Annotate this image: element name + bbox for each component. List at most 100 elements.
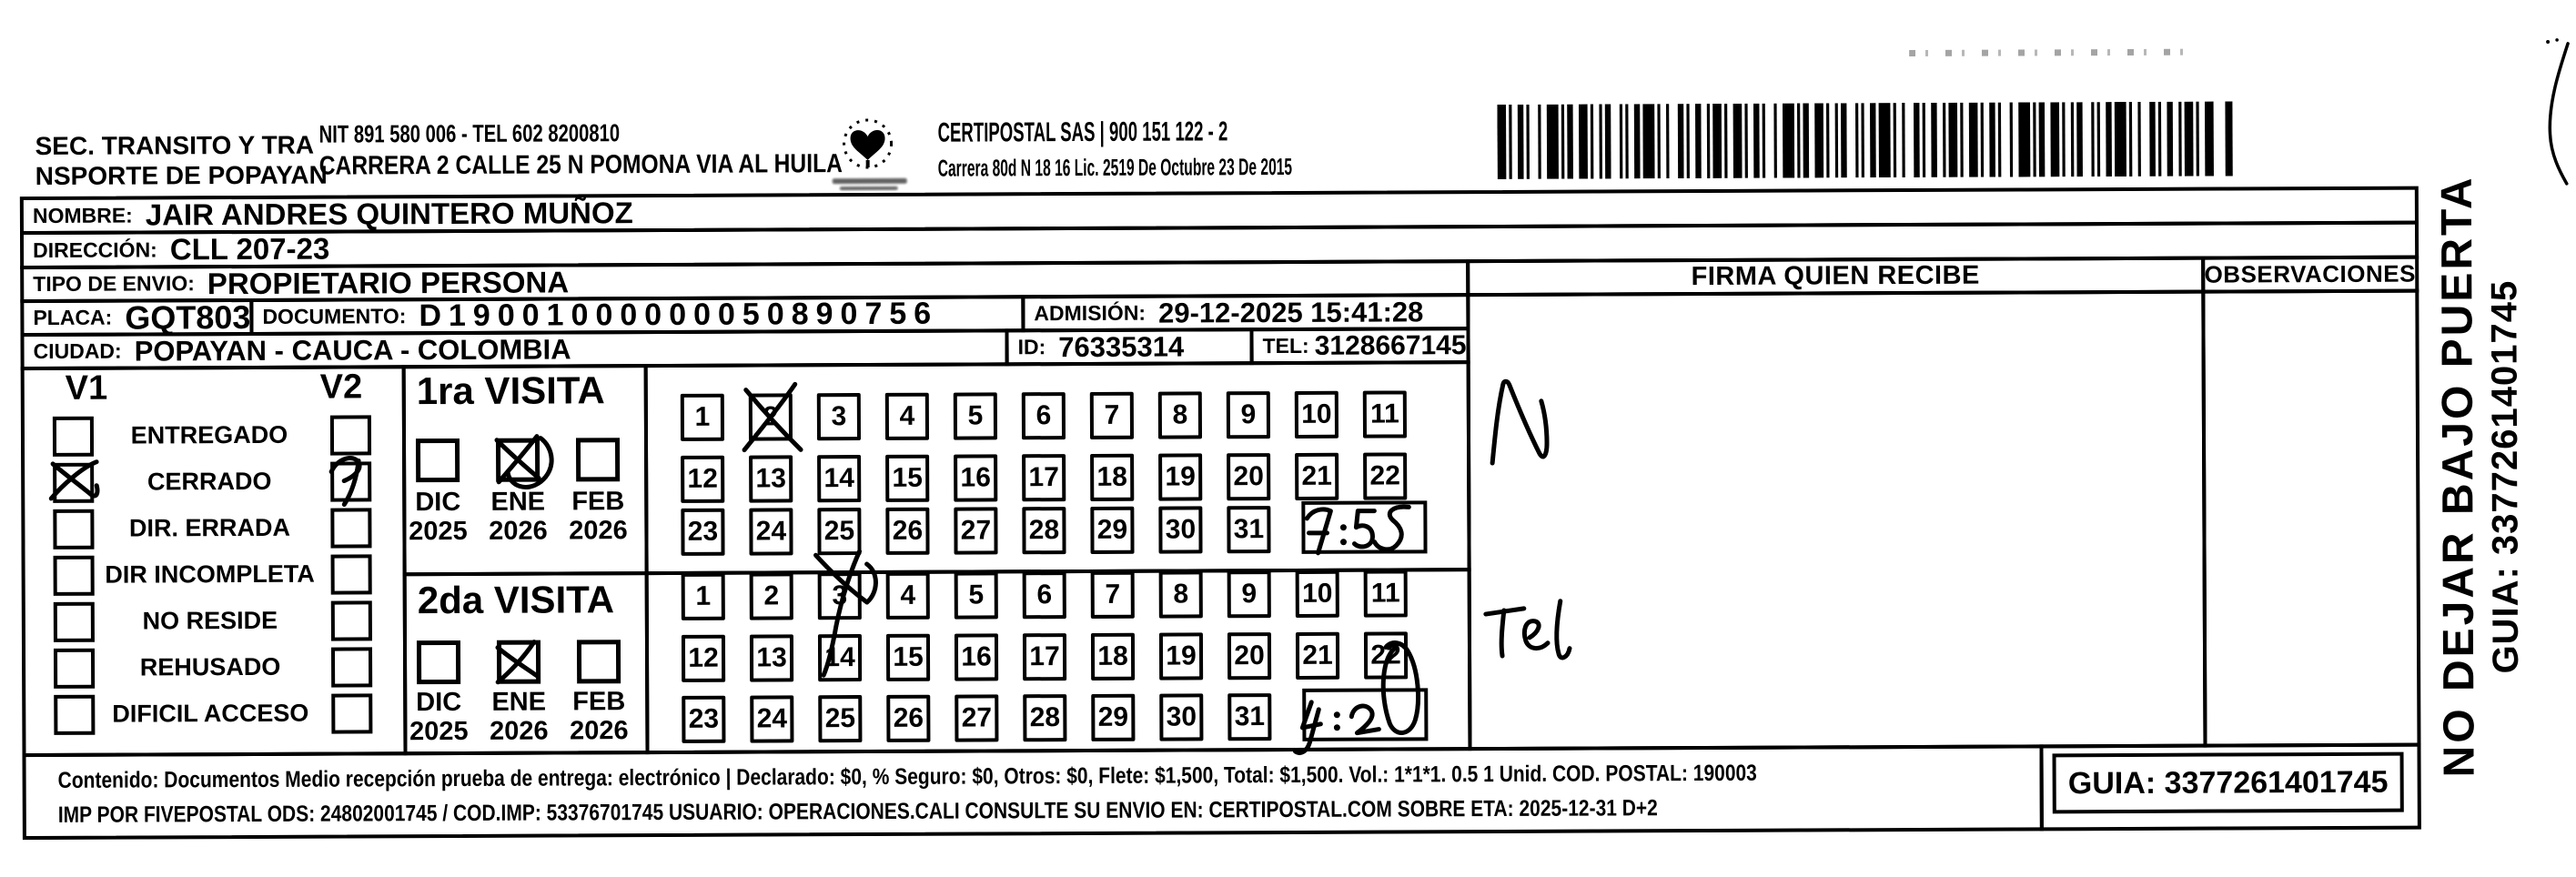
day-second-5: 5 — [954, 571, 998, 620]
first-visit-month-dic-label: DIC — [415, 487, 461, 518]
day-first-15: 15 — [885, 454, 930, 502]
status-option-label: ENTREGADO — [130, 420, 288, 449]
second-visit-month-ene-label: ENE — [491, 687, 547, 717]
day-first-25: 25 — [817, 508, 862, 556]
day-second-15: 15 — [885, 633, 931, 681]
day-first-18: 18 — [1090, 453, 1135, 501]
v1-checkbox-dir-errada — [53, 509, 95, 549]
v2-checkbox-entregado — [329, 415, 372, 456]
day-second-6: 6 — [1022, 571, 1066, 620]
day-second-12: 12 — [681, 634, 726, 682]
sender-entity-line1: SEC. TRANSITO Y TRA — [35, 130, 315, 161]
day-first-16: 16 — [954, 454, 998, 502]
direccion-value: CLL 207-23 — [169, 231, 330, 267]
placa-value: GQT803 — [125, 297, 251, 337]
v1-checkbox-dificil-acceso — [54, 694, 96, 735]
day-second-2: 2 — [749, 572, 793, 620]
day-second-13: 13 — [749, 634, 794, 682]
first-visit-time-box — [1301, 500, 1428, 554]
tipo-envio-value: PROPIETARIO PERSONA — [207, 264, 570, 300]
day-second-3: 3 — [817, 572, 862, 620]
placa-label: PLACA: — [33, 305, 113, 330]
first-visit-title: 1ra VISITA — [416, 368, 605, 413]
sender-entity-block: SEC. TRANSITO Y TRA NSPORTE DE POPAYAN — [35, 130, 328, 191]
sender-address-line: CARRERA 2 CALLE 25 N POMONA VIA AL HUILA — [318, 149, 843, 181]
status-checkbox-rows — [0, 0, 2574, 5]
day-first-29: 29 — [1090, 506, 1135, 554]
v2-checkbox-rehusado — [330, 647, 373, 688]
status-option-label: REHUSADO — [139, 652, 281, 681]
second-visit-checkbox-dic — [416, 640, 461, 685]
first-visit-month-feb-label: FEB — [571, 487, 625, 517]
day-second-16: 16 — [954, 633, 999, 681]
second-visit-year-feb-label: 2026 — [570, 716, 629, 746]
day-first-24: 24 — [749, 508, 793, 556]
v2-checkbox-dir-incompleta — [330, 554, 372, 595]
first-visit-month-ene-label: ENE — [490, 487, 546, 517]
second-visit-year-ene-label: 2026 — [490, 716, 549, 746]
company-line: CERTIPOSTAL SAS | 900 151 122 - 2 — [937, 116, 1228, 148]
logo-caption-smudge-1 — [832, 177, 907, 185]
day-first-8: 8 — [1157, 391, 1203, 439]
nombre-value: JAIR ANDRES QUINTERO MUÑOZ — [145, 196, 633, 232]
status-option-label: DIR. ERRADA — [128, 513, 290, 542]
day-second-18: 18 — [1090, 632, 1136, 680]
first-visit-checkbox-feb — [575, 438, 621, 482]
side-vertical-text: NO DEJAR BAJO PUERTA GUIA: 3377261401745 — [2432, 175, 2530, 778]
day-second-28: 28 — [1023, 694, 1067, 742]
tel-value: 3128667145 — [1314, 329, 1467, 361]
day-first-1: 1 — [680, 393, 725, 441]
documento-label: DOCUMENTO: — [262, 304, 407, 328]
nit-line: NIT 891 580 006 - TEL 602 8200810 — [318, 119, 621, 148]
day-second-22: 22 — [1363, 631, 1409, 680]
day-first-30: 30 — [1158, 506, 1203, 554]
day-cells-container — [0, 0, 2574, 5]
day-first-5: 5 — [953, 392, 998, 440]
day-second-31: 31 — [1227, 693, 1272, 741]
day-second-24: 24 — [750, 695, 794, 743]
footer-content-cell: Contenido: Documentos Medio recepción pr… — [22, 744, 2044, 841]
day-first-14: 14 — [817, 455, 862, 503]
day-first-12: 12 — [681, 455, 725, 503]
documento-value: D19001000000050890756 — [419, 296, 939, 334]
first-visit-year-dic-label: 2025 — [409, 516, 468, 547]
tipo-envio-label: TIPO DE ENVIO: — [33, 271, 195, 297]
no-dejar-bajo-puerta-label: NO DEJAR BAJO PUERTA — [2432, 175, 2484, 778]
first-visit-checkbox-dic — [415, 438, 460, 483]
barcode — [1497, 101, 2233, 179]
day-second-27: 27 — [955, 694, 999, 742]
day-second-21: 21 — [1295, 631, 1340, 680]
day-first-9: 9 — [1226, 391, 1271, 439]
day-second-20: 20 — [1227, 632, 1272, 680]
second-visit-checkbox-feb — [576, 640, 621, 684]
id-label: ID: — [1017, 335, 1046, 359]
ciudad-value: POPAYAN - CAUCA - COLOMBIA — [134, 332, 571, 368]
v2-checkbox-no-reside — [330, 600, 372, 641]
footer-imp-line: IMP POR FIVEPOSTAL ODS: 24802001745 / CO… — [57, 795, 1658, 828]
admision-value: 29-12-2025 15:41:28 — [1157, 295, 1424, 329]
day-second-7: 7 — [1090, 570, 1135, 619]
day-second-25: 25 — [818, 695, 863, 743]
day-first-7: 7 — [1089, 391, 1135, 439]
day-second-11: 11 — [1363, 570, 1408, 618]
day-first-19: 19 — [1158, 453, 1203, 501]
admision-label: ADMISIÓN: — [1034, 300, 1147, 326]
day-second-10: 10 — [1295, 570, 1339, 618]
second-visit-time-box — [1302, 688, 1429, 741]
second-visit-title: 2da VISITA — [417, 578, 615, 622]
day-second-8: 8 — [1158, 570, 1203, 619]
second-visit-month-dic-label: DIC — [416, 687, 462, 718]
firma-body-cell — [1466, 289, 2207, 751]
v2-checkbox-dir-errada — [330, 508, 372, 549]
day-second-26: 26 — [886, 694, 931, 742]
day-first-11: 11 — [1362, 390, 1407, 438]
day-first-21: 21 — [1295, 452, 1339, 500]
v1-header: V1 — [65, 368, 108, 408]
v1-checkbox-rehusado — [53, 648, 96, 689]
day-second-14: 14 — [817, 634, 863, 682]
tel-label: TEL: — [1262, 333, 1309, 358]
day-second-4: 4 — [885, 571, 930, 620]
nombre-label: NOMBRE: — [32, 203, 133, 227]
day-first-17: 17 — [1022, 454, 1066, 502]
